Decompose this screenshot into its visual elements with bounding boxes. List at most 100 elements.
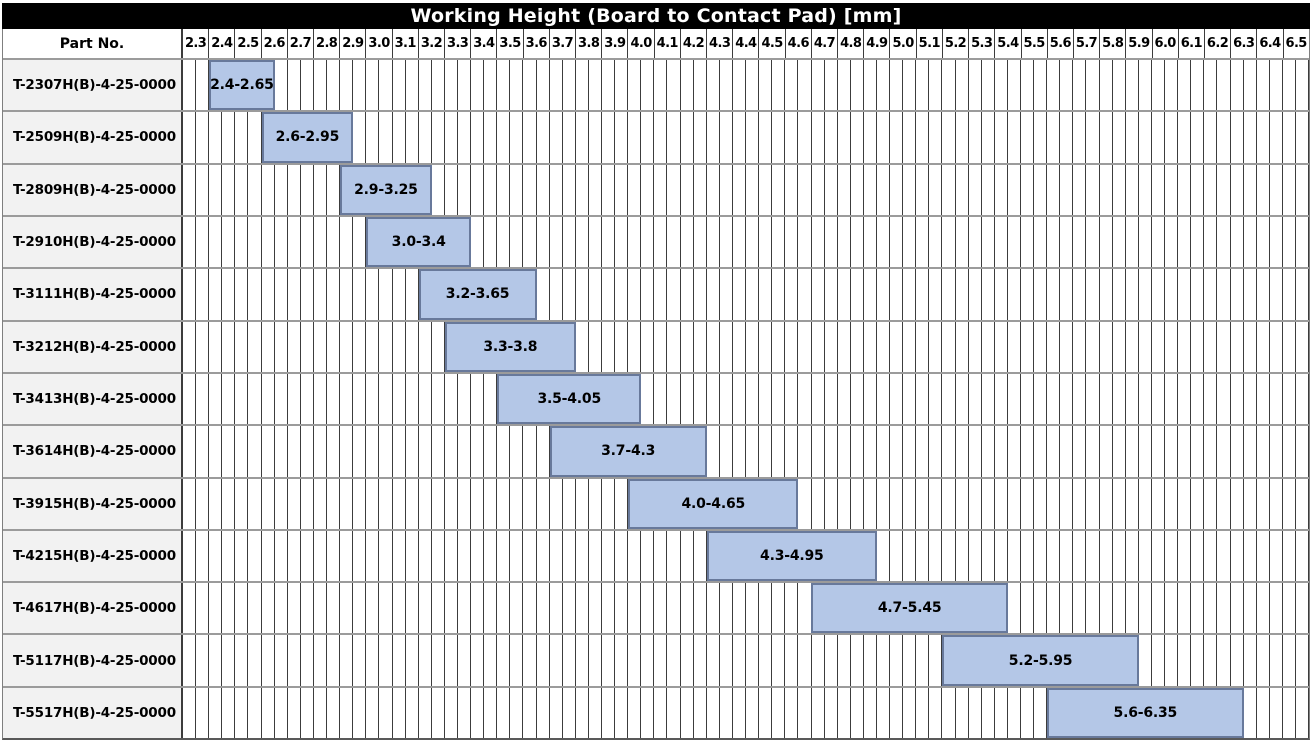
grid-cell — [353, 112, 367, 163]
grid-cell — [968, 373, 982, 425]
grid-cell — [1191, 216, 1205, 268]
table-row: T-3413H(B)-4-25-0000 3.5-4.05 — [3, 371, 1310, 425]
grid-cell — [549, 60, 563, 111]
grid-cell — [235, 112, 249, 163]
grid-cell — [772, 373, 786, 425]
grid-cell — [222, 530, 236, 582]
axis-tick: 5.5 — [1022, 29, 1048, 58]
grid-cell — [235, 478, 249, 529]
grid-cell — [1269, 687, 1283, 739]
grid-cell — [1125, 164, 1139, 215]
grid-cell — [1021, 373, 1035, 425]
grid-cell — [746, 164, 760, 215]
grid-cell — [1217, 60, 1231, 111]
grid-cell — [1086, 164, 1100, 215]
grid-cell — [1178, 269, 1192, 320]
grid-cell — [628, 164, 642, 215]
grid-cell — [431, 478, 445, 529]
grid-cell — [890, 216, 904, 268]
grid-cell — [392, 112, 406, 163]
grid-cell — [824, 426, 838, 477]
grid-cell — [811, 373, 825, 425]
table-row: T-4617H(B)-4-25-0000 4.7-5.45 — [3, 581, 1310, 634]
grid-cell — [693, 60, 707, 111]
grid-cell — [719, 321, 733, 372]
grid-cell — [850, 112, 864, 163]
grid-cell — [1243, 269, 1257, 320]
grid-cell — [405, 60, 419, 111]
grid-cell — [746, 373, 760, 425]
grid-cell — [1295, 269, 1310, 320]
grid-cell — [1073, 583, 1087, 634]
grid-cell — [693, 635, 707, 686]
grid-cell — [824, 687, 838, 739]
grid-cell — [1021, 687, 1035, 739]
grid-cell — [1125, 269, 1139, 320]
grid-cell — [1086, 321, 1100, 372]
grid-cell — [667, 164, 681, 215]
grid-cell — [929, 216, 943, 268]
grid-cell — [903, 687, 917, 739]
grid-cell — [1282, 373, 1296, 425]
axis-tick: 5.1 — [917, 29, 943, 58]
part-number-cell: T-4215H(B)-4-25-0000 — [3, 530, 183, 582]
grid-cell — [366, 426, 380, 477]
grid-cell — [471, 426, 485, 477]
part-number-cell: T-2910H(B)-4-25-0000 — [3, 216, 183, 268]
grid-cell — [968, 478, 982, 529]
grid-cell — [484, 687, 498, 739]
grid-cell — [863, 478, 877, 529]
grid-cell — [759, 321, 773, 372]
grid-cell — [1060, 112, 1074, 163]
grid-cell — [850, 687, 864, 739]
grid-cell — [379, 60, 393, 111]
axis-tick: 2.9 — [340, 29, 367, 58]
grid-cell — [916, 373, 930, 425]
grid-cell — [1007, 164, 1021, 215]
grid-cell — [457, 635, 472, 686]
grid-cell — [222, 478, 236, 529]
axis-tick: 2.6 — [262, 29, 288, 58]
grid-cell — [471, 478, 485, 529]
grid-cell — [955, 216, 969, 268]
grid-cell — [248, 112, 262, 163]
grid-cell — [1021, 269, 1035, 320]
grid-cell — [654, 269, 668, 320]
grid-cell — [444, 60, 458, 111]
axis-tick: 2.7 — [288, 29, 315, 58]
grid-cell — [916, 269, 930, 320]
grid-cell — [457, 112, 472, 163]
grid-cell — [1112, 478, 1126, 529]
grid-cell — [1256, 635, 1270, 686]
grid-cell — [405, 112, 419, 163]
grid-cell — [444, 112, 458, 163]
grid-cell — [235, 373, 249, 425]
grid-cell — [1073, 530, 1087, 582]
grid-cell — [876, 530, 891, 582]
grid-cell — [1138, 269, 1152, 320]
grid-cell — [1178, 164, 1192, 215]
grid-cell — [719, 635, 733, 686]
grid-cell — [615, 583, 629, 634]
range-bar: 4.0-4.65 — [628, 478, 799, 529]
grid-cell — [274, 687, 288, 739]
grid-cell — [313, 687, 328, 739]
grid-cell — [628, 112, 642, 163]
grid-cell — [575, 583, 589, 634]
grid-cell — [876, 373, 891, 425]
grid-cell — [340, 635, 354, 686]
grid-cell — [510, 478, 524, 529]
grid-cell — [274, 478, 288, 529]
grid-cell — [1178, 60, 1192, 111]
grid-cell — [261, 426, 275, 477]
grid-cell — [1112, 321, 1126, 372]
grid-cell — [798, 216, 812, 268]
grid-cell — [1282, 478, 1296, 529]
grid-cell — [850, 373, 864, 425]
grid-cell — [811, 687, 825, 739]
grid-cell — [1099, 530, 1113, 582]
grid-cell — [313, 530, 328, 582]
grid-cell — [746, 216, 760, 268]
grid-cell — [484, 164, 498, 215]
grid-cell — [654, 164, 668, 215]
